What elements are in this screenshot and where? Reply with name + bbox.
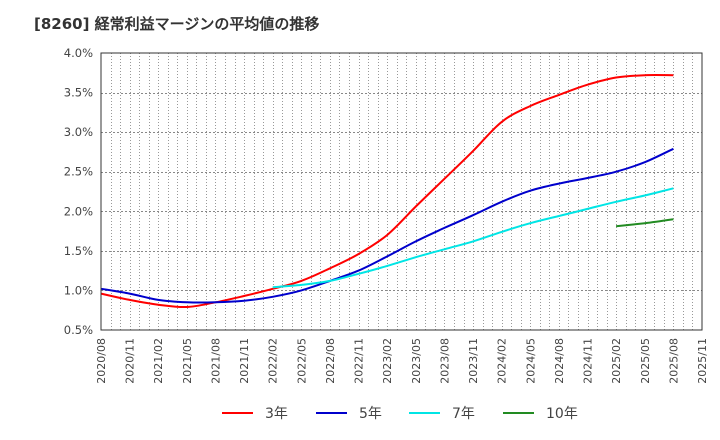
legend-label: 7年 <box>452 406 475 422</box>
x-tick-label: 2023/05 <box>410 338 423 384</box>
series-line-7年 <box>272 187 674 289</box>
x-tick-label: 2021/02 <box>152 338 165 384</box>
series-line-10年 <box>615 218 674 228</box>
y-tick-label: 4.0% <box>64 46 93 60</box>
y-tick-label: 2.5% <box>64 165 93 179</box>
x-tick-label: 2025/11 <box>696 338 709 384</box>
x-tick-label: 2024/08 <box>553 338 566 384</box>
y-tick-label: 3.0% <box>64 125 93 139</box>
x-tick-label: 2023/08 <box>438 338 451 384</box>
x-tick-label: 2025/02 <box>610 338 623 384</box>
x-tick-label: 2022/11 <box>353 338 366 384</box>
x-tick-label: 2025/08 <box>667 338 680 384</box>
legend: 3年 5年 7年 10年 <box>222 406 578 422</box>
y-tick-label: 1.0% <box>64 283 93 297</box>
series-line-5年 <box>100 147 674 304</box>
x-tick-label: 2024/02 <box>496 338 509 384</box>
x-tick-label: 2021/08 <box>209 338 222 384</box>
legend-label: 3年 <box>265 406 288 422</box>
x-tick-label: 2022/02 <box>267 338 280 384</box>
x-tick-label: 2022/05 <box>295 338 308 384</box>
chart-title: [8260] 経常利益マージンの平均値の推移 <box>34 15 320 33</box>
x-tick-label: 2024/11 <box>582 338 595 384</box>
x-tick-label: 2023/02 <box>381 338 394 384</box>
y-axis-ticks: 0.5% 1.0% 1.5% 2.0% 2.5% 3.0% 3.5% 4.0% <box>64 46 93 337</box>
x-tick-label: 2024/05 <box>524 338 537 384</box>
x-tick-label: 2025/05 <box>639 338 652 384</box>
series-line-3年 <box>100 74 674 309</box>
series-lines <box>100 74 674 309</box>
legend-label: 10年 <box>546 406 578 422</box>
x-tick-label: 2021/11 <box>238 338 251 384</box>
x-tick-label: 2020/11 <box>124 338 137 384</box>
y-tick-label: 1.5% <box>64 244 93 258</box>
plot-frame <box>100 52 703 331</box>
x-tick-label: 2021/05 <box>181 338 194 384</box>
y-tick-label: 2.0% <box>64 204 93 218</box>
grid-lines <box>101 53 702 330</box>
y-tick-label: 0.5% <box>64 323 93 337</box>
x-tick-label: 2023/11 <box>467 338 480 384</box>
x-axis-ticks: 2020/08 2020/11 2021/02 2021/05 2021/08 2021/… <box>95 338 709 384</box>
y-tick-label: 3.5% <box>64 86 93 100</box>
x-tick-label: 2020/08 <box>95 338 108 384</box>
x-tick-label: 2022/08 <box>324 338 337 384</box>
legend-label: 5年 <box>359 406 382 422</box>
